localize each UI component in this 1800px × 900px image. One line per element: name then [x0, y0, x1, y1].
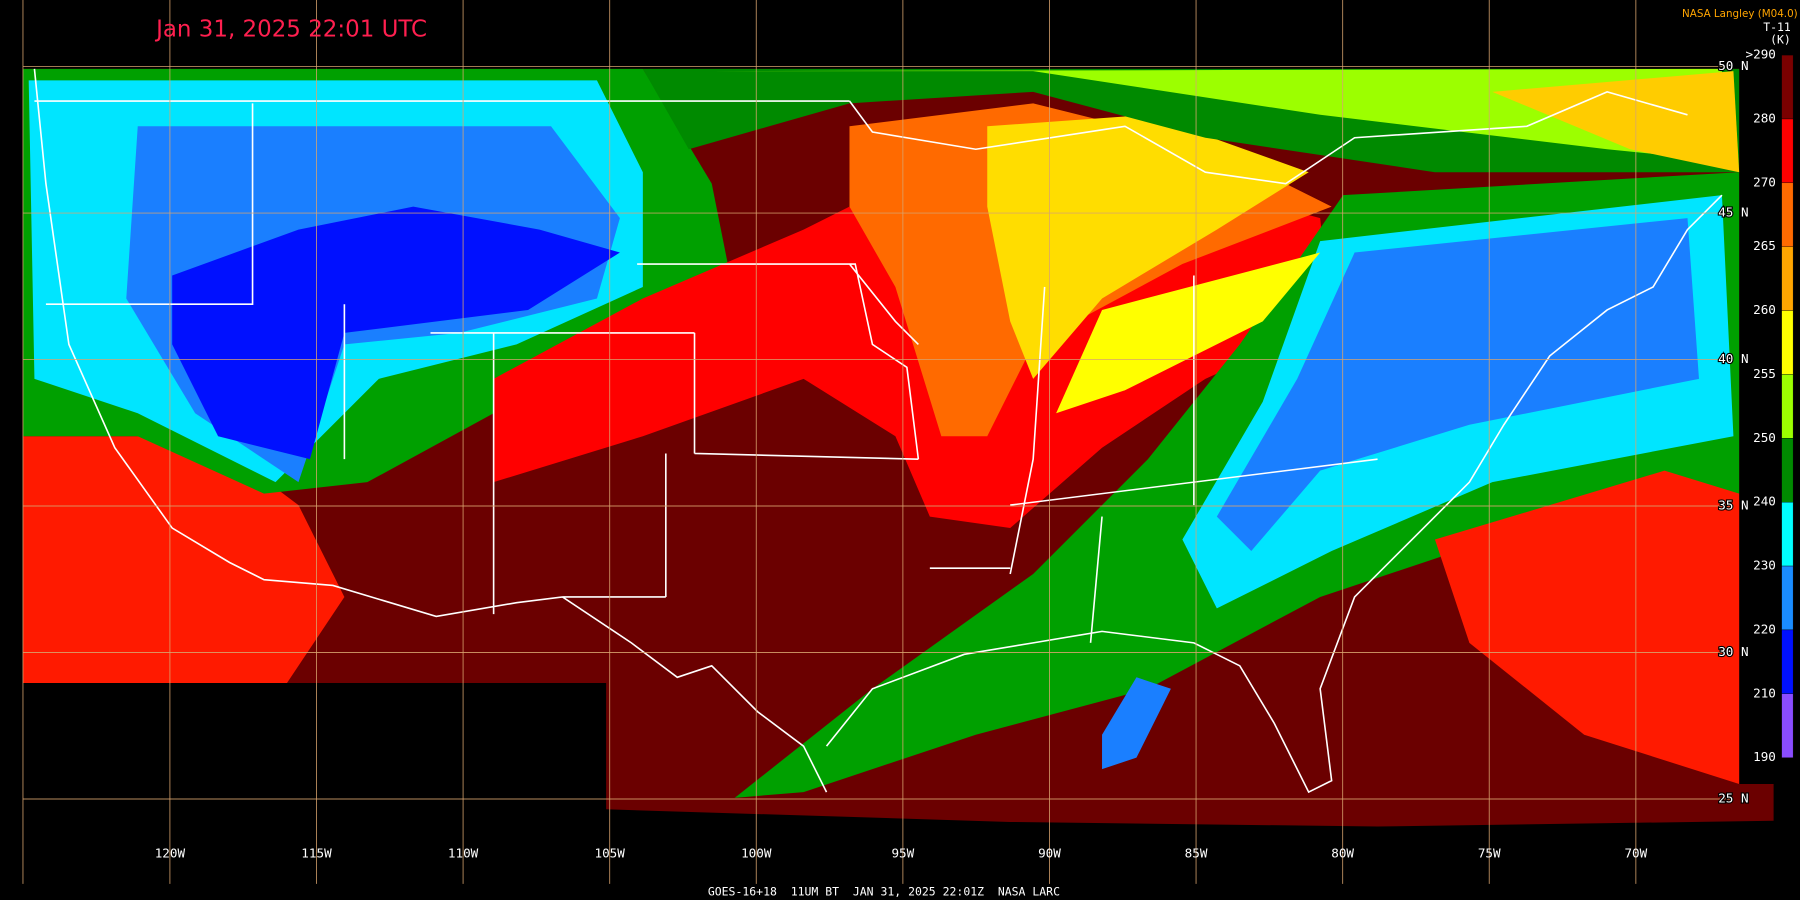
- colorbar-segment: [1781, 565, 1794, 631]
- cloud-yellow-northeast: [1492, 71, 1740, 173]
- graticule: [22, 0, 1732, 884]
- colorbar-segment: [1781, 246, 1794, 311]
- colorbar-segment: [1781, 374, 1794, 439]
- colorbar-tick-label: 260: [1753, 302, 1776, 317]
- latitude-label: 50 N: [1718, 58, 1748, 73]
- footer: GOES-16+18 11UM BT JAN 31, 2025 22:01Z N…: [708, 884, 1060, 898]
- colorbar-segment: [1781, 182, 1794, 247]
- latitude-label: 35 N: [1718, 498, 1748, 513]
- colorbar-title: T-11: [1763, 20, 1791, 34]
- colorbar-tick-label: 190: [1753, 749, 1776, 764]
- colorbar-tick-label: 230: [1753, 558, 1776, 573]
- colorbar-tick-label: 250: [1753, 430, 1776, 445]
- colorbar-segment: [1781, 502, 1794, 567]
- latitude-label: 45 N: [1718, 205, 1748, 220]
- colorbar-tick-label: 270: [1753, 174, 1776, 189]
- border-line: [33, 68, 1723, 794]
- longitude-label: 75W: [1478, 846, 1501, 861]
- colorbar-segment: [1781, 54, 1794, 120]
- longitude-label: 100W: [741, 846, 772, 861]
- latitude-label: 30 N: [1718, 644, 1748, 659]
- latitude-label: 25 N: [1718, 790, 1748, 805]
- colorbar-tick-label: 220: [1753, 621, 1776, 636]
- borders: [33, 68, 1723, 794]
- map-title: Jan 31, 2025 22:01 UTC: [154, 16, 427, 42]
- longitude-label: 80W: [1331, 846, 1354, 861]
- colorbar-tick-label: 240: [1753, 494, 1776, 509]
- colorbar-tick-label: 210: [1753, 685, 1776, 700]
- cloud-red-southeast: [1434, 470, 1740, 785]
- cloud-yellow-lakes: [987, 114, 1309, 379]
- colorbar-tick-label: 265: [1753, 238, 1776, 253]
- colorbar-segment: [1781, 438, 1794, 503]
- latitude-label: 40 N: [1718, 351, 1748, 366]
- colorbar-segment: [1781, 310, 1794, 375]
- credit: NASA Langley (M04.0): [1682, 8, 1798, 20]
- cloud-lime-north: [711, 68, 1722, 161]
- cloud-deepblue-west: [172, 206, 620, 460]
- longitude-label: 105W: [594, 846, 625, 861]
- longitude-label: 115W: [301, 846, 332, 861]
- colorbar-segment: [1781, 629, 1794, 694]
- longitude-label: 95W: [891, 846, 914, 861]
- cloud-yellow-band: [1056, 252, 1321, 414]
- longitude-label: 70W: [1624, 846, 1647, 861]
- cloud-red-southwest: [22, 436, 345, 684]
- colorbar-segment: [1781, 118, 1794, 184]
- colorbar-tick-label: 255: [1753, 366, 1776, 381]
- colorbar-tick-label: >290: [1746, 47, 1776, 62]
- colorbar-tick-label: 280: [1753, 110, 1776, 125]
- colorbar-unit: (K): [1770, 33, 1791, 47]
- longitude-label: 85W: [1185, 846, 1208, 861]
- imagery: [22, 68, 1774, 827]
- longitude-label: 120W: [155, 846, 186, 861]
- longitude-label: 110W: [448, 846, 479, 861]
- cloud-blue-east: [1216, 218, 1699, 552]
- cloud-blue-gulf: [1102, 677, 1171, 770]
- colorbar-segment: [1781, 693, 1794, 758]
- longitude-label: 90W: [1038, 846, 1061, 861]
